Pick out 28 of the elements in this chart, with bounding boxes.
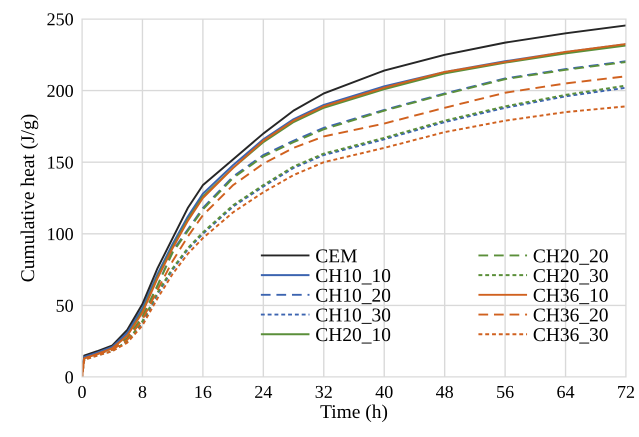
legend-label: CH20_20 bbox=[534, 249, 608, 265]
x-tick-label: 56 bbox=[497, 386, 514, 398]
x-tick-label: 8 bbox=[138, 386, 146, 398]
y-tick-label: 150 bbox=[48, 156, 73, 169]
legend-label: CH10_30 bbox=[316, 308, 390, 324]
x-tick-label: 40 bbox=[376, 386, 393, 398]
y-tick-label: 50 bbox=[56, 300, 73, 312]
y-tick-label: 200 bbox=[47, 84, 73, 98]
x-tick-label: 48 bbox=[436, 386, 454, 398]
legend-label: CH10_10 bbox=[316, 269, 390, 284]
x-tick-label: 32 bbox=[316, 386, 332, 398]
legend-label: CEM bbox=[316, 249, 357, 262]
y-tick-label: 250 bbox=[47, 13, 73, 26]
y-tick-label: 100 bbox=[48, 228, 73, 240]
legend-label: CH36_30 bbox=[534, 328, 608, 344]
y-axis-title: Cumulative heat (J/g) bbox=[20, 114, 38, 282]
x-tick-label: 24 bbox=[255, 386, 272, 398]
x-tick-label: 0 bbox=[78, 386, 86, 398]
y-tick-label: 0 bbox=[65, 371, 73, 384]
x-tick-label: 64 bbox=[557, 386, 574, 398]
legend-label: CH20_10 bbox=[316, 328, 390, 344]
x-axis-title: Time (h) bbox=[320, 404, 388, 422]
legend-label: CH20_30 bbox=[534, 269, 608, 284]
legend-label: CH36_10 bbox=[534, 288, 608, 304]
x-tick-label: 16 bbox=[195, 386, 212, 398]
legend-label: CH10_20 bbox=[316, 288, 390, 304]
legend-label: CH36_20 bbox=[534, 308, 608, 324]
x-tick-label: 72 bbox=[618, 386, 634, 398]
